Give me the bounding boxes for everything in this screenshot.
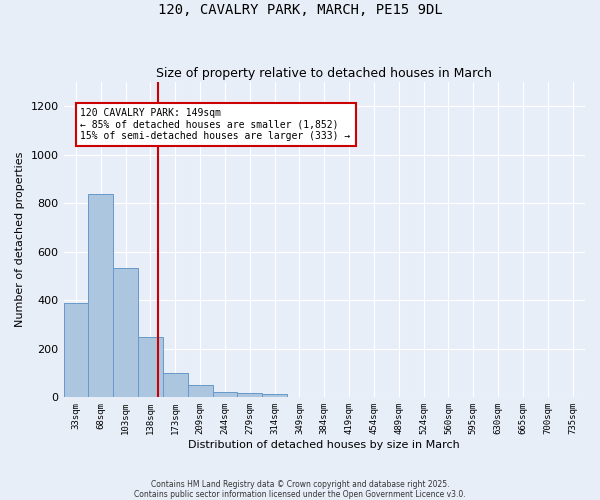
Text: 120, CAVALRY PARK, MARCH, PE15 9DL: 120, CAVALRY PARK, MARCH, PE15 9DL [158,2,442,16]
Bar [188,384,212,398]
Text: Contains HM Land Registry data © Crown copyright and database right 2025.
Contai: Contains HM Land Registry data © Crown c… [134,480,466,499]
Text: 120 CAVALRY PARK: 149sqm
← 85% of detached houses are smaller (1,852)
15% of sem: 120 CAVALRY PARK: 149sqm ← 85% of detach… [80,108,350,140]
Bar [212,392,238,398]
Bar [88,194,113,398]
Y-axis label: Number of detached properties: Number of detached properties [15,152,25,328]
X-axis label: Distribution of detached houses by size in March: Distribution of detached houses by size … [188,440,460,450]
Bar [138,337,163,398]
Bar [64,302,88,398]
Bar [262,394,287,398]
Bar [163,373,188,398]
Title: Size of property relative to detached houses in March: Size of property relative to detached ho… [157,66,492,80]
Bar [238,393,262,398]
Bar [113,268,138,398]
